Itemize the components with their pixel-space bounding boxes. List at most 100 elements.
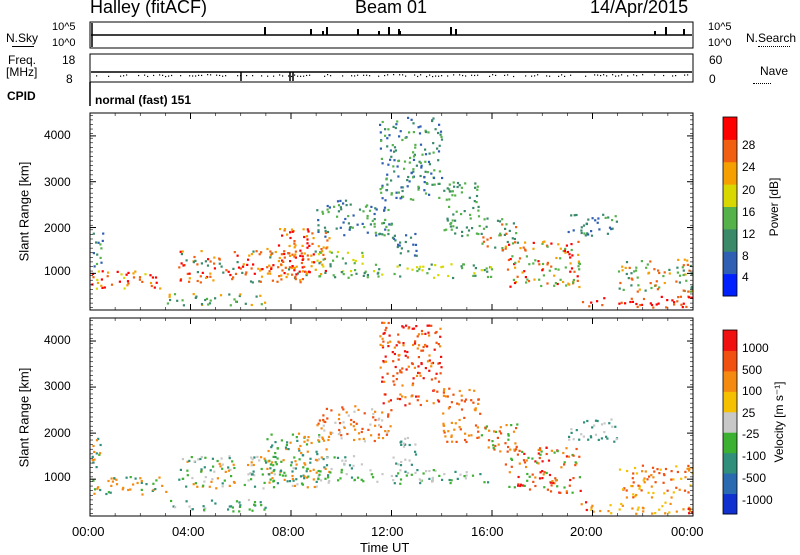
power-cell (326, 230, 330, 234)
velocity-cell (464, 438, 467, 442)
velocity-cell (316, 424, 319, 427)
velocity-cell (479, 473, 482, 476)
power-cell (138, 276, 142, 279)
power-cell (268, 264, 271, 267)
power-cell (301, 255, 304, 258)
nave-point (210, 74, 212, 76)
power-cell (379, 123, 382, 126)
nave-point (393, 74, 395, 76)
power-cell (239, 267, 242, 270)
velocity-cell (603, 422, 606, 425)
velocity-cell (401, 384, 404, 387)
velocity-cell (404, 396, 407, 399)
velocity-cell (310, 441, 313, 445)
velocity-cell (194, 482, 197, 485)
power-cell (482, 240, 485, 243)
power-cell (448, 198, 451, 201)
velocity-cell (238, 501, 241, 504)
velocity-cell (494, 444, 497, 448)
power-cell (568, 283, 571, 286)
velocity-cell (300, 482, 304, 485)
velocity-cell (270, 461, 274, 464)
power-cell (218, 262, 221, 265)
velocity-cell (430, 378, 433, 381)
velocity-cell (296, 439, 299, 442)
velocity-cell (463, 400, 466, 403)
power-cell (505, 223, 508, 226)
velocity-cell (95, 439, 99, 442)
velocity-cell (392, 374, 395, 378)
velocity-cell (258, 459, 261, 462)
power-cell (396, 165, 399, 168)
velocity-cell (350, 418, 353, 422)
velocity-cell (432, 469, 435, 472)
power-cell (332, 274, 335, 277)
velocity-cell (430, 324, 433, 327)
velocity-cell (152, 488, 155, 491)
power-cell (385, 225, 388, 228)
velocity-cell (276, 457, 279, 460)
velocity-cell (408, 326, 411, 329)
power-cell (286, 233, 289, 236)
velocity-cell (292, 467, 295, 470)
power-cell (247, 258, 250, 261)
velocity-cell (663, 492, 666, 495)
power-cell (583, 232, 586, 235)
power-cell (328, 237, 331, 240)
velocity-cell (275, 463, 278, 466)
velocity-cell (337, 479, 340, 482)
velocity-cell (316, 459, 319, 462)
nave-point (606, 75, 608, 77)
power-cell (277, 266, 280, 269)
power-cell (640, 303, 644, 306)
velocity-cell (420, 362, 423, 365)
velocity-cell (391, 351, 394, 354)
power-cell (611, 219, 614, 222)
power-cell (378, 268, 381, 271)
power-cell (509, 258, 512, 261)
velocity-cell (515, 445, 518, 448)
velocity-cell (420, 349, 423, 352)
velocity-cell (668, 511, 671, 514)
velocity-cell (484, 426, 487, 429)
power-cell (179, 279, 182, 282)
nave-point (168, 75, 170, 77)
power-cell (95, 262, 99, 266)
velocity-cell (210, 499, 214, 502)
power-cell (653, 268, 656, 271)
power-cell (404, 240, 407, 244)
power-cell (490, 266, 493, 269)
velocity-cell (400, 443, 403, 446)
velocity-cell (476, 436, 479, 439)
velocity-cell (444, 395, 447, 398)
power-cell (424, 160, 427, 163)
velocity-cell (428, 369, 431, 372)
power-cell (585, 222, 588, 225)
power-cell (681, 266, 684, 269)
power-cell (572, 281, 575, 284)
power-cell (540, 284, 543, 288)
power-cell (218, 257, 221, 260)
velocity-cell (387, 321, 390, 325)
power-cell (308, 244, 311, 247)
power-ylabel: Slant Range [km] (16, 161, 32, 262)
power-cell (443, 189, 446, 192)
power-cell (380, 139, 383, 142)
power-cell (401, 189, 404, 193)
power-cell (354, 269, 357, 272)
power-colorbar-swatch (723, 117, 737, 140)
velocity-cell (426, 324, 429, 327)
nave-point (654, 74, 656, 76)
velocity-heatmap (91, 321, 694, 515)
velocity-cell (594, 419, 598, 422)
power-cell (690, 287, 693, 290)
power-cell (311, 242, 314, 245)
velocity-cell (357, 408, 360, 411)
velocity-cell (312, 478, 315, 481)
velocity-cell (419, 482, 422, 485)
power-cell (524, 248, 527, 251)
power-cell (381, 273, 384, 276)
velocity-cell (448, 478, 451, 482)
power-cell (314, 268, 317, 271)
power-cell (366, 214, 369, 218)
